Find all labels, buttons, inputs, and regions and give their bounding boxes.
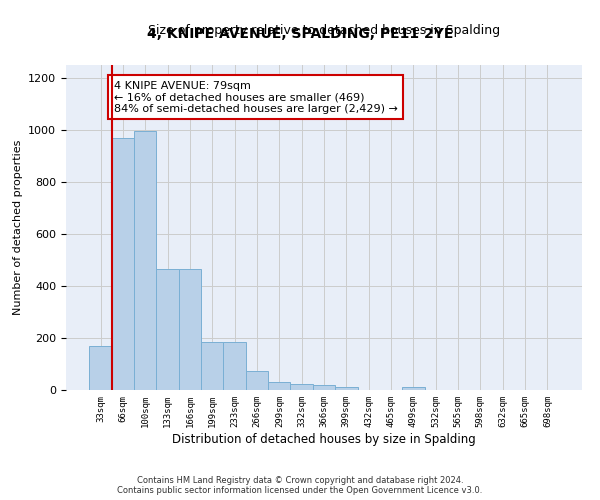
Bar (246, 370, 268, 390)
Bar (112, 138, 134, 390)
Bar (89, 346, 112, 390)
Bar (402, 387, 425, 390)
X-axis label: Distribution of detached houses by size in Spalding: Distribution of detached houses by size … (172, 432, 476, 446)
Y-axis label: Number of detached properties: Number of detached properties (13, 140, 23, 315)
Bar (134, 132, 157, 390)
Bar (268, 382, 290, 390)
Text: 4 KNIPE AVENUE: 79sqm
← 16% of detached houses are smaller (469)
84% of semi-det: 4 KNIPE AVENUE: 79sqm ← 16% of detached … (114, 80, 398, 114)
Bar (335, 387, 358, 390)
Bar (313, 386, 335, 390)
Text: 4, KNIPE AVENUE, SPALDING, PE11 2YE: 4, KNIPE AVENUE, SPALDING, PE11 2YE (147, 28, 453, 42)
Text: Contains HM Land Registry data © Crown copyright and database right 2024.
Contai: Contains HM Land Registry data © Crown c… (118, 476, 482, 495)
Bar (201, 342, 223, 390)
Title: Size of property relative to detached houses in Spalding: Size of property relative to detached ho… (148, 24, 500, 38)
Bar (290, 384, 313, 390)
Bar (157, 269, 179, 390)
Bar (223, 342, 246, 390)
Bar (179, 269, 201, 390)
